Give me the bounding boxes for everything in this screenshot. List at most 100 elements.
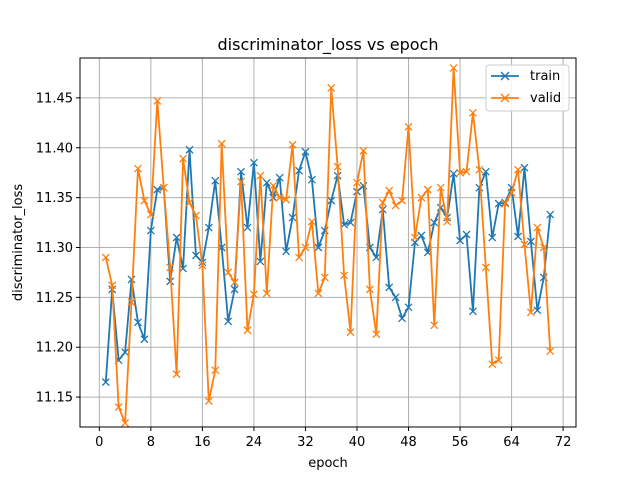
data-point-valid <box>320 273 329 282</box>
data-point-train <box>494 199 503 208</box>
data-point-valid <box>185 198 194 207</box>
data-point-train <box>546 210 555 219</box>
x-tick-label: 16 <box>194 435 211 450</box>
data-point-train <box>262 178 271 187</box>
data-point-valid <box>411 233 419 242</box>
data-point-valid <box>526 308 535 317</box>
data-point-valid <box>404 122 413 131</box>
data-point-valid <box>101 253 110 262</box>
chart-title: discriminator_loss vs epoch <box>218 35 439 55</box>
data-point-valid <box>179 154 188 163</box>
x-tick-label: 0 <box>95 435 103 450</box>
data-point-valid <box>346 328 355 337</box>
data-point-train <box>398 314 407 323</box>
data-point-valid <box>353 178 361 187</box>
data-point-valid <box>475 165 484 174</box>
data-point-valid <box>211 366 220 375</box>
data-point-valid <box>237 177 245 186</box>
data-point-valid <box>295 253 303 262</box>
data-point-valid <box>153 96 162 105</box>
data-point-valid <box>481 263 490 272</box>
data-point-valid <box>230 278 239 287</box>
data-point-train <box>327 196 336 205</box>
data-point-train <box>275 173 284 182</box>
data-point-train <box>101 378 110 387</box>
data-point-valid <box>398 196 407 205</box>
data-point-valid <box>275 193 284 202</box>
ticks: 0 8 16 24 32 40 48 56 64 72 11.15 11.20 11.25 11.30 11… <box>36 91 572 450</box>
x-tick-label: 64 <box>503 435 520 450</box>
data-point-valid <box>372 330 381 339</box>
data-point-valid <box>108 281 117 290</box>
x-tick-label: 48 <box>400 435 417 450</box>
data-point-train <box>462 230 471 239</box>
data-point-valid <box>507 188 516 197</box>
data-point-train <box>404 303 413 312</box>
data-point-train <box>121 348 130 357</box>
data-point-valid <box>546 347 555 356</box>
data-point-train <box>230 285 239 294</box>
data-point-valid <box>191 211 200 220</box>
y-tick-label: 11.45 <box>36 91 73 106</box>
data-point-valid <box>456 168 465 177</box>
data-point-valid <box>514 165 522 174</box>
data-point-valid <box>301 243 310 252</box>
data-point-train <box>140 335 149 344</box>
y-tick-label: 11.30 <box>36 241 73 256</box>
y-tick-label: 11.40 <box>36 141 73 156</box>
data-point-valid <box>127 298 136 307</box>
legend-valid-label: valid <box>530 91 561 106</box>
data-point-train <box>468 307 477 316</box>
data-point-valid <box>146 210 155 219</box>
y-tick-label: 11.20 <box>36 341 73 356</box>
data-point-valid <box>340 271 349 280</box>
legend-train-marker <box>500 71 510 81</box>
data-point-valid <box>443 217 452 226</box>
data-point-valid <box>198 261 207 270</box>
data-point-train <box>314 243 323 252</box>
data-point-valid <box>282 195 291 204</box>
data-point-train <box>243 223 252 232</box>
data-point-valid <box>488 360 497 369</box>
data-point-valid <box>243 326 252 335</box>
y-axis-label: discriminator_loss <box>11 184 26 301</box>
data-point-valid <box>288 140 297 149</box>
data-point-valid <box>365 285 374 294</box>
series-valid <box>101 64 555 427</box>
data-point-valid <box>378 198 387 207</box>
data-point-train <box>288 213 297 222</box>
x-tick-label: 24 <box>246 435 263 450</box>
x-tick-label: 40 <box>349 435 366 450</box>
data-point-train <box>146 226 155 235</box>
data-point-train <box>488 233 497 242</box>
data-point-valid <box>314 289 323 298</box>
data-point-valid <box>533 223 542 232</box>
data-point-valid <box>539 243 548 252</box>
data-point-valid <box>462 167 471 176</box>
data-point-valid <box>449 64 458 72</box>
data-point-valid <box>385 186 394 195</box>
data-point-train <box>295 166 303 175</box>
data-point-train <box>436 203 445 212</box>
x-tick-label: 56 <box>452 435 469 450</box>
data-point-valid <box>204 397 213 406</box>
data-point-train <box>385 283 394 292</box>
data-point-valid <box>114 403 123 412</box>
legend-train-label: train <box>530 69 560 84</box>
data-point-valid <box>423 185 432 194</box>
data-point-train <box>372 253 381 262</box>
data-point-train <box>224 317 233 326</box>
data-point-valid <box>501 199 510 208</box>
data-point-train <box>282 247 291 256</box>
data-point-valid <box>262 289 271 298</box>
data-point-train <box>430 218 439 227</box>
data-point-train <box>514 232 522 241</box>
data-point-train <box>449 169 458 178</box>
data-point-train <box>237 167 245 176</box>
series-layer <box>101 64 555 427</box>
plot-frame <box>79 57 577 428</box>
data-point-train <box>456 236 465 245</box>
data-point-train <box>481 167 490 176</box>
y-tick-label: 11.25 <box>36 291 73 306</box>
data-point-train <box>417 231 426 240</box>
